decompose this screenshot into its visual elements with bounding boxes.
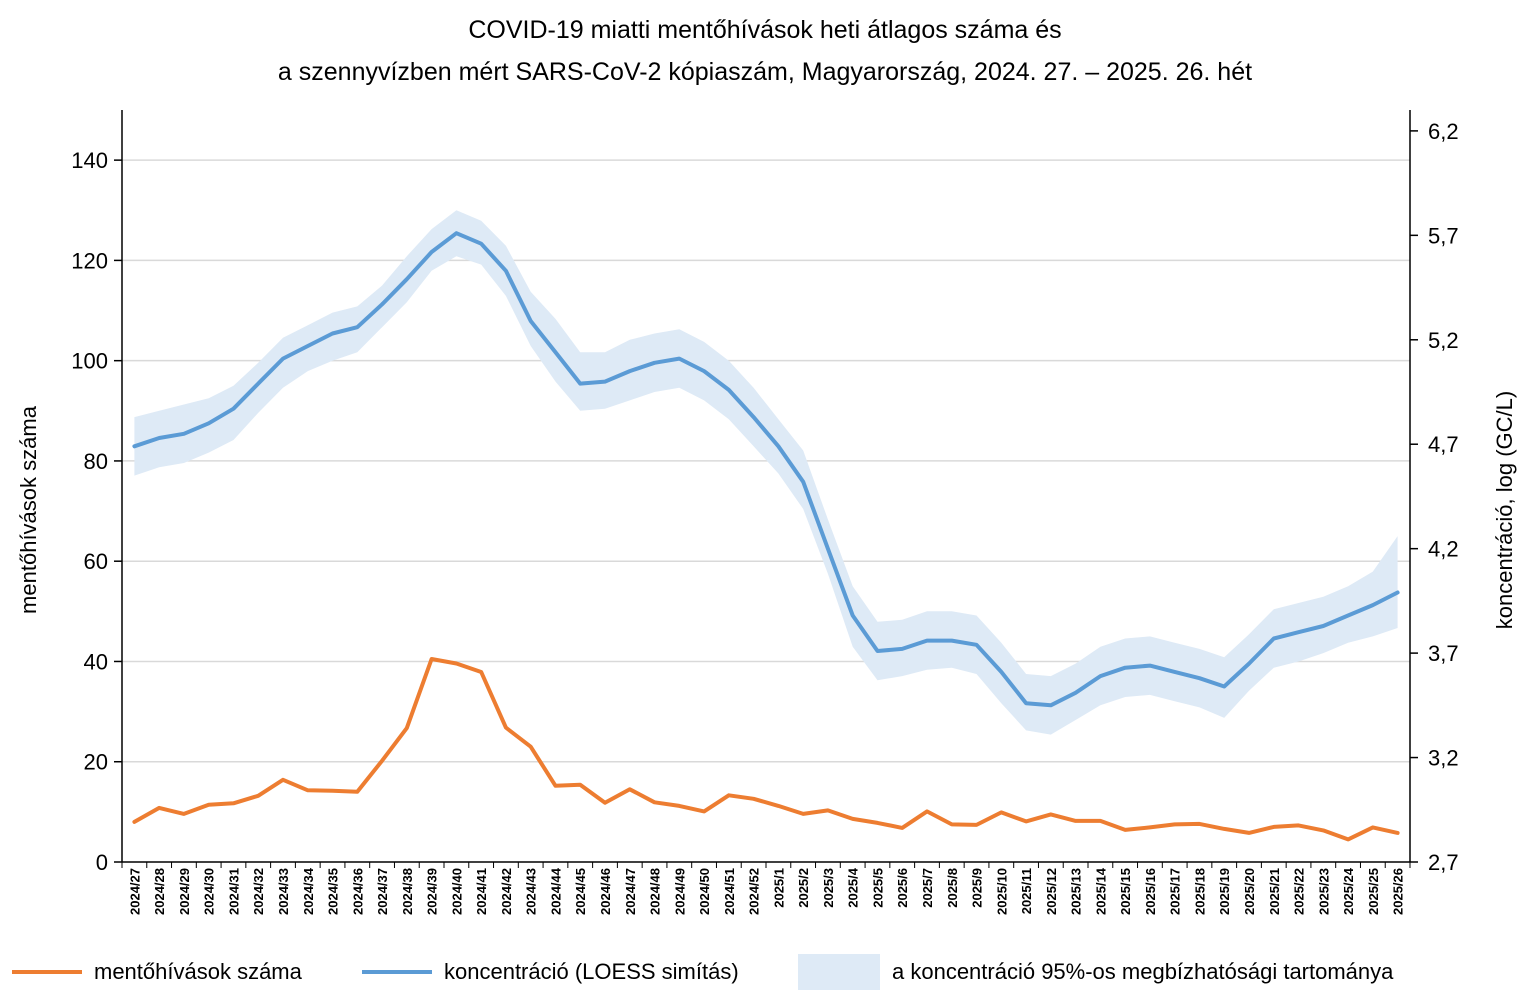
x-tick-label: 2024/46 [598, 868, 613, 915]
legend-label-calls: mentőhívások száma [94, 959, 302, 984]
tick-labels: 0 20 40 60 80 100 120 140 2,7 3,2 3,7 4,2 4,7 5,2 5,7 6… [71, 119, 1458, 915]
series-lines [132, 231, 1400, 842]
x-tick-label: 2025/26 [1391, 868, 1406, 915]
y2-tick-label: 5,7 [1428, 223, 1459, 248]
x-tick-label: 2024/28 [152, 868, 167, 915]
x-tick-label: 2024/45 [573, 868, 588, 915]
legend-swatch-calls [12, 970, 82, 974]
y-tick-label: 120 [71, 248, 108, 273]
x-tick-label: 2025/2 [796, 868, 811, 908]
series-line-concentration [132, 231, 1400, 708]
x-tick-label: 2025/18 [1193, 868, 1208, 915]
chart-title-line-2: a szennyvízben mért SARS-CoV-2 kópiaszám… [278, 58, 1252, 86]
x-tick-label: 2024/42 [499, 868, 514, 915]
y-tick-label: 140 [71, 148, 108, 173]
x-tick-label: 2025/17 [1168, 868, 1183, 915]
y2-tick-label: 3,2 [1428, 746, 1459, 771]
y2-tick-label: 4,2 [1428, 537, 1459, 562]
y-tick-label: 40 [84, 649, 108, 674]
x-tick-label: 2025/23 [1316, 868, 1331, 915]
x-tick-label: 2025/15 [1118, 868, 1133, 915]
y2-tick-label: 3,7 [1428, 641, 1459, 666]
x-tick-label: 2024/31 [227, 868, 242, 915]
x-tick-label: 2024/27 [127, 868, 142, 915]
x-tick-label: 2025/9 [970, 868, 985, 908]
x-tick-label: 2025/14 [1093, 867, 1108, 915]
x-tick-label: 2024/51 [722, 868, 737, 915]
x-tick-label: 2024/35 [326, 868, 341, 915]
x-tick-label: 2025/8 [945, 868, 960, 908]
y2-tick-label: 6,2 [1428, 119, 1459, 144]
x-tick-label: 2024/33 [276, 868, 291, 915]
x-tick-label: 2025/24 [1341, 867, 1356, 915]
x-tick-label: 2025/10 [994, 868, 1009, 915]
x-tick-label: 2024/40 [449, 868, 464, 915]
x-tick-label: 2024/37 [375, 868, 390, 915]
x-tick-label: 2024/44 [549, 867, 564, 915]
y2-tick-label: 2,7 [1428, 850, 1459, 875]
x-tick-label: 2025/1 [771, 868, 786, 908]
x-tick-label: 2024/52 [747, 868, 762, 915]
y-axis-right-label: koncentráció, log (GC/L) [1492, 391, 1517, 629]
x-tick-label: 2025/7 [920, 868, 935, 908]
x-tick-label: 2025/11 [1019, 868, 1034, 914]
legend-item-band: a koncentráció 95%-os megbízhatósági tar… [798, 952, 1393, 992]
x-tick-label: 2024/50 [697, 868, 712, 915]
x-tick-label: 2025/21 [1267, 868, 1282, 915]
x-tick-label: 2024/38 [400, 868, 415, 915]
legend-swatch-band [798, 954, 880, 990]
x-tick-label: 2025/3 [821, 868, 836, 908]
y-tick-label: 20 [84, 750, 108, 775]
y2-tick-label: 5,2 [1428, 328, 1459, 353]
x-tick-label: 2024/47 [623, 868, 638, 915]
x-tick-label: 2025/13 [1069, 868, 1084, 915]
chart-area: COVID-19 miatti mentőhívások heti átlago… [16, 16, 1517, 915]
series-line-calls [132, 657, 1400, 842]
legend-label-band: a koncentráció 95%-os megbízhatósági tar… [892, 959, 1394, 984]
x-tick-label: 2025/20 [1242, 868, 1257, 915]
x-tick-label: 2025/4 [846, 867, 861, 908]
axes [114, 110, 1418, 868]
legend: mentőhívások száma koncentráció (LOESS s… [0, 952, 1526, 992]
x-tick-label: 2024/48 [648, 868, 663, 915]
y-tick-label: 100 [71, 349, 108, 374]
x-tick-label: 2025/6 [895, 868, 910, 908]
x-tick-label: 2025/22 [1292, 868, 1307, 915]
x-tick-label: 2025/12 [1044, 868, 1059, 915]
legend-label-concentration: koncentráció (LOESS simítás) [444, 959, 739, 984]
legend-item-calls: mentőhívások száma [12, 952, 302, 992]
x-tick-label: 2024/30 [202, 868, 217, 915]
legend-swatch-concentration [362, 970, 432, 974]
confidence-band [134, 210, 1398, 735]
x-tick-label: 2025/19 [1217, 868, 1232, 915]
x-tick-label: 2025/25 [1366, 868, 1381, 915]
confidence-band-area [134, 210, 1398, 735]
y-axis-left-label: mentőhívások száma [16, 405, 41, 614]
x-tick-label: 2025/5 [871, 868, 886, 908]
gridlines [122, 159, 1410, 763]
x-tick-label: 2024/43 [524, 868, 539, 915]
x-tick-label: 2024/36 [350, 868, 365, 915]
x-tick-label: 2024/32 [251, 868, 266, 915]
x-tick-label: 2024/29 [177, 868, 192, 915]
x-tick-label: 2024/49 [672, 868, 687, 915]
legend-item-concentration: koncentráció (LOESS simítás) [362, 952, 739, 992]
chart-title-line-1: COVID-19 miatti mentőhívások heti átlago… [468, 16, 1061, 44]
y-tick-label: 60 [84, 549, 108, 574]
y2-tick-label: 4,7 [1428, 432, 1459, 457]
x-tick-label: 2024/34 [301, 867, 316, 915]
x-tick-label: 2024/39 [425, 868, 440, 915]
x-tick-label: 2024/41 [474, 868, 489, 915]
y-tick-label: 0 [96, 850, 108, 875]
y-tick-label: 80 [84, 449, 108, 474]
x-tick-label: 2025/16 [1143, 868, 1158, 915]
